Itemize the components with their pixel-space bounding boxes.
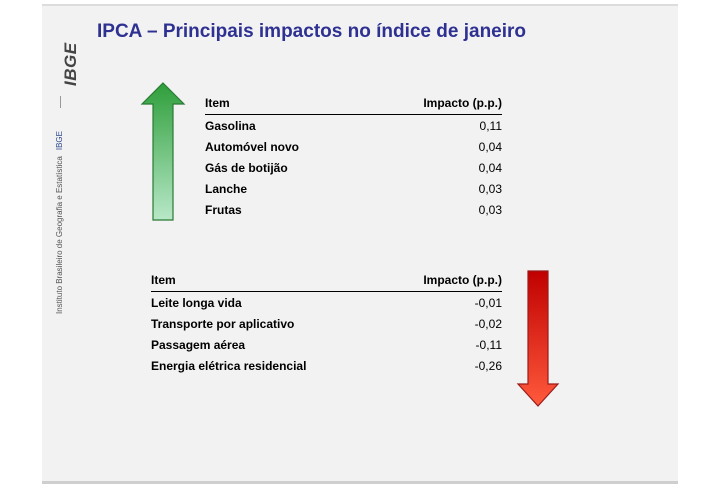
- row-impact: -0,01: [474, 295, 502, 310]
- up-arrow-icon: [140, 82, 186, 221]
- table-row: Passagem aérea -0,11: [151, 334, 502, 355]
- header-impact: Impacto (p.p.): [384, 272, 502, 292]
- row-item: Transporte por aplicativo: [151, 316, 295, 331]
- row-impact: -0,11: [475, 337, 502, 352]
- page-title: IPCA – Principais impactos no índice de …: [97, 21, 527, 42]
- row-item: Frutas: [205, 202, 242, 217]
- row-impact: 0,03: [478, 181, 502, 196]
- slide-background: [42, 4, 678, 482]
- ibge-logo: IBGE: [61, 42, 80, 86]
- institute-caption: Instituto Brasileiro de Geografia e Esta…: [55, 131, 64, 314]
- row-item: Gás de botijão: [205, 160, 288, 175]
- row-item: Automóvel novo: [205, 139, 300, 154]
- table-row: Energia elétrica residencial -0,26: [151, 355, 502, 376]
- bottom-divider: [42, 481, 678, 484]
- row-impact: -0,02: [474, 316, 502, 331]
- table-row: Gás de botijão 0,04: [205, 157, 502, 178]
- row-item: Passagem aérea: [151, 337, 246, 352]
- positive-impacts-table: Item Impacto (p.p.) Gasolina 0,11 Automóv…: [205, 95, 502, 220]
- row-impact: 0,03: [478, 202, 502, 217]
- row-impact: 0,11: [479, 118, 502, 133]
- table-row: Automóvel novo 0,04: [205, 136, 502, 157]
- table-row: Frutas 0,03: [205, 199, 502, 220]
- header-impact: Impacto (p.p.): [366, 95, 502, 115]
- table-row: Lanche 0,03: [205, 178, 502, 199]
- sidebar-divider: [60, 96, 61, 108]
- table-row: Leite longa vida -0,01: [151, 292, 502, 314]
- row-item: Energia elétrica residencial: [151, 358, 307, 373]
- institute-tag: IBGE: [55, 131, 64, 151]
- header-item: Item: [151, 272, 385, 292]
- header-item: Item: [205, 95, 367, 115]
- negative-impacts-table: Item Impacto (p.p.) Leite longa vida -0,0…: [151, 272, 502, 376]
- table-header-row: Item Impacto (p.p.): [151, 272, 502, 292]
- down-arrow-icon: [516, 270, 560, 407]
- institute-name: Instituto Brasileiro de Geografia e Esta…: [55, 156, 64, 314]
- table-row: Transporte por aplicativo -0,02: [151, 313, 502, 334]
- top-divider: [42, 4, 678, 6]
- row-impact: -0,26: [474, 358, 502, 373]
- table-row: Gasolina 0,11: [205, 115, 502, 137]
- row-item: Gasolina: [205, 118, 256, 133]
- row-impact: 0,04: [478, 139, 502, 154]
- table-header-row: Item Impacto (p.p.): [205, 95, 502, 115]
- row-impact: 0,04: [478, 160, 502, 175]
- row-item: Leite longa vida: [151, 295, 242, 310]
- row-item: Lanche: [205, 181, 248, 196]
